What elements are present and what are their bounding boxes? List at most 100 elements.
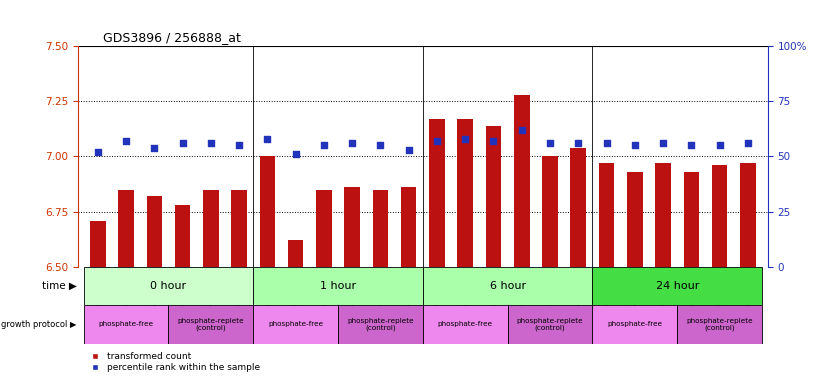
Point (544, 140, 557, 146)
Bar (507, 305, 593, 344)
Text: phosphate-replete
(control): phosphate-replete (control) (177, 318, 244, 331)
Point (487, 138, 500, 144)
Bar (429, 119, 445, 267)
Bar (316, 190, 332, 267)
Point (261, 136, 274, 142)
Text: phosphate-replete
(control): phosphate-replete (control) (516, 318, 583, 331)
Point (120, 138, 133, 144)
Bar (282, 46, 310, 267)
Bar (259, 156, 275, 267)
Point (374, 142, 387, 149)
Point (148, 144, 161, 151)
Bar (84, 46, 112, 267)
Text: growth protocol ▶: growth protocol ▶ (1, 320, 76, 329)
Bar (288, 240, 304, 267)
Point (571, 140, 585, 146)
Bar (395, 46, 423, 267)
Bar (593, 267, 762, 305)
Bar (536, 46, 564, 267)
Point (289, 151, 302, 157)
Bar (486, 126, 502, 267)
Point (318, 142, 331, 149)
Text: 1 hour: 1 hour (320, 281, 356, 291)
Point (402, 147, 415, 153)
Bar (423, 305, 507, 344)
Bar (401, 187, 416, 267)
Bar (684, 172, 699, 267)
Bar (146, 196, 162, 267)
Point (600, 140, 613, 146)
Bar (84, 305, 168, 344)
Bar (344, 187, 360, 267)
Point (232, 142, 245, 149)
Bar (712, 165, 727, 267)
Text: 6 hour: 6 hour (489, 281, 525, 291)
Bar (564, 46, 593, 267)
Bar (599, 163, 614, 267)
Bar (423, 267, 593, 305)
Text: phosphate-replete
(control): phosphate-replete (control) (347, 318, 414, 331)
Point (91, 149, 104, 155)
Bar (373, 190, 388, 267)
Point (741, 140, 754, 146)
Bar (705, 46, 734, 267)
Bar (253, 267, 423, 305)
Bar (338, 46, 366, 267)
Text: 24 hour: 24 hour (655, 281, 699, 291)
Point (459, 136, 472, 142)
Bar (627, 172, 643, 267)
Bar (197, 46, 225, 267)
Bar (593, 46, 621, 267)
Bar (451, 46, 479, 267)
Point (515, 127, 528, 133)
Bar (310, 46, 338, 267)
Bar (225, 46, 253, 267)
Bar (203, 190, 218, 267)
Point (204, 140, 218, 146)
Point (685, 142, 698, 149)
Bar (479, 46, 507, 267)
Bar (232, 190, 247, 267)
Text: 0 hour: 0 hour (150, 281, 186, 291)
Bar (253, 46, 282, 267)
Bar (168, 46, 197, 267)
Legend: transformed count, percentile rank within the sample: transformed count, percentile rank withi… (82, 349, 264, 376)
Bar (84, 267, 253, 305)
Text: phosphate-free: phosphate-free (438, 321, 493, 328)
Bar (514, 94, 530, 267)
Bar (118, 190, 134, 267)
Text: time ▶: time ▶ (42, 281, 76, 291)
Point (628, 142, 641, 149)
Bar (677, 46, 705, 267)
Bar (253, 305, 338, 344)
Bar (423, 46, 451, 267)
Bar (112, 46, 140, 267)
Text: phosphate-free: phosphate-free (268, 321, 323, 328)
Bar (90, 220, 106, 267)
Bar (571, 147, 586, 267)
Point (657, 140, 670, 146)
Text: phosphate-replete
(control): phosphate-replete (control) (686, 318, 753, 331)
Text: phosphate-free: phosphate-free (608, 321, 663, 328)
Point (346, 140, 359, 146)
Bar (677, 305, 762, 344)
Bar (366, 46, 395, 267)
Bar (542, 156, 557, 267)
Bar (649, 46, 677, 267)
Bar (621, 46, 649, 267)
Bar (457, 119, 473, 267)
Point (713, 142, 726, 149)
Bar (140, 46, 168, 267)
Bar (175, 205, 190, 267)
Point (430, 138, 443, 144)
Bar (740, 163, 755, 267)
Bar (593, 305, 677, 344)
Text: GDS3896 / 256888_at: GDS3896 / 256888_at (103, 31, 241, 44)
Bar (168, 305, 253, 344)
Bar (338, 305, 423, 344)
Bar (507, 46, 536, 267)
Bar (655, 163, 671, 267)
Bar (734, 46, 762, 267)
Point (176, 140, 189, 146)
Text: phosphate-free: phosphate-free (99, 321, 154, 328)
